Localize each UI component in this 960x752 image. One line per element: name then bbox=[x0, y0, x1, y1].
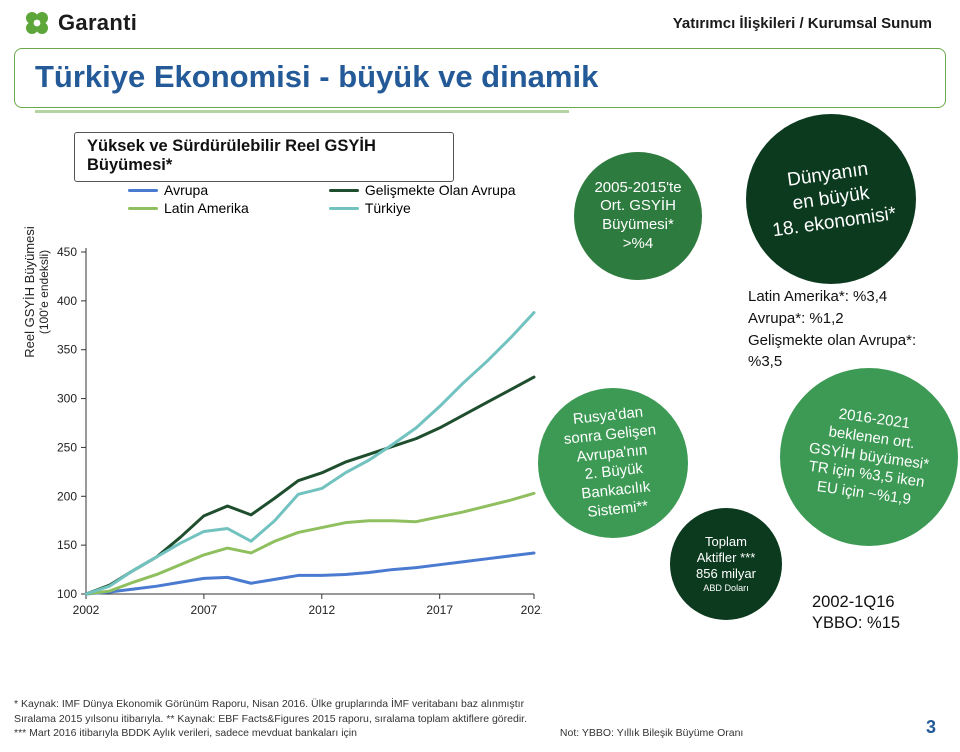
bubble-line: ABD Doları bbox=[678, 583, 774, 594]
footnote-line: Not: YBBO: Yıllık Bileşik Büyüme Oranı bbox=[560, 726, 743, 740]
svg-text:2002: 2002 bbox=[73, 603, 100, 617]
chart-title-box: Yüksek ve Sürdürülebilir Reel GSYİH Büyü… bbox=[74, 132, 454, 182]
y-axis-label-sub: (100'e endeksli) bbox=[37, 182, 51, 402]
bubble-aktifler: ToplamAktifler ***856 milyarABD Doları bbox=[670, 508, 782, 620]
footnote-line: *** Mart 2016 itibarıyla BDDK Aylık veri… bbox=[14, 727, 357, 739]
stat-line: Gelişmekte olan Avrupa*: %3,5 bbox=[748, 330, 954, 374]
bubble-line: 2005-2015'te bbox=[582, 179, 694, 198]
footnote-line: Sıralama 2015 yılsonu itibarıyla. ** Kay… bbox=[14, 712, 914, 726]
bubble-line: Toplam bbox=[678, 534, 774, 550]
svg-text:300: 300 bbox=[57, 392, 77, 406]
growth-stats: Latin Amerika*: %3,4 Avrupa*: %1,2 Geliş… bbox=[748, 286, 954, 373]
svg-text:2021: 2021 bbox=[521, 603, 542, 617]
bubble-line: Aktifler *** bbox=[678, 550, 774, 566]
bubble-line: >%4 bbox=[582, 235, 694, 254]
footnote-line: * Kaynak: IMF Dünya Ekonomik Görünüm Rap… bbox=[14, 697, 914, 711]
ybbo-line: YBBO: %15 bbox=[812, 613, 900, 634]
brand-logo: Garanti bbox=[22, 8, 137, 38]
bubble-russia: Rusya'dansonra GelişenAvrupa'nın2. Büyük… bbox=[538, 388, 688, 538]
bubble-forecast: 2016-2021beklenen ort.GSYİH büyümesi*TR … bbox=[780, 368, 958, 546]
svg-text:2017: 2017 bbox=[426, 603, 453, 617]
svg-text:100: 100 bbox=[57, 587, 77, 601]
y-axis-label: Reel GSYİH Büyümesi (100'e endeksli) bbox=[22, 182, 51, 402]
bubble-world18: Dünyanınen büyük18. ekonomisi* bbox=[746, 114, 916, 284]
footnotes: * Kaynak: IMF Dünya Ekonomik Görünüm Rap… bbox=[14, 697, 914, 740]
y-axis-label-main: Reel GSYİH Büyümesi bbox=[22, 182, 37, 402]
line-chart: 100 150 200 250 300 350 400 450 2002 2007 2012 2017… bbox=[32, 192, 542, 622]
svg-text:350: 350 bbox=[57, 343, 77, 357]
page-title: Türkiye Ekonomisi - büyük ve dinamik bbox=[35, 59, 925, 95]
svg-text:450: 450 bbox=[57, 245, 77, 259]
bubble-line: Büyümesi* bbox=[582, 216, 694, 235]
brand-name: Garanti bbox=[58, 10, 137, 36]
svg-text:2012: 2012 bbox=[308, 603, 335, 617]
stat-line: Avrupa*: %1,2 bbox=[748, 308, 954, 330]
page-title-box: Türkiye Ekonomisi - büyük ve dinamik bbox=[14, 48, 946, 108]
svg-text:150: 150 bbox=[57, 538, 77, 552]
ybbo-text: 2002-1Q16 YBBO: %15 bbox=[812, 592, 900, 635]
svg-text:2007: 2007 bbox=[191, 603, 218, 617]
svg-text:200: 200 bbox=[57, 489, 77, 503]
right-column: Latin Amerika*: %3,4 Avrupa*: %1,2 Geliş… bbox=[550, 132, 954, 627]
page-number: 3 bbox=[926, 717, 936, 738]
svg-text:250: 250 bbox=[57, 440, 77, 454]
brand-clover-icon bbox=[22, 8, 52, 38]
chart-area: Reel GSYİH Büyümesi (100'e endeksli) 100… bbox=[32, 192, 550, 627]
ybbo-line: 2002-1Q16 bbox=[812, 592, 900, 613]
header-subtitle: Yatırımcı İlişkileri / Kurumsal Sunum bbox=[673, 15, 932, 32]
stat-line: Latin Amerika*: %3,4 bbox=[748, 286, 954, 308]
bubble-growth_0515: 2005-2015'teOrt. GSYİHBüyümesi*>%4 bbox=[574, 152, 702, 280]
svg-text:400: 400 bbox=[57, 294, 77, 308]
bubble-line: Ort. GSYİH bbox=[582, 197, 694, 216]
bubble-line: 856 milyar bbox=[678, 566, 774, 582]
